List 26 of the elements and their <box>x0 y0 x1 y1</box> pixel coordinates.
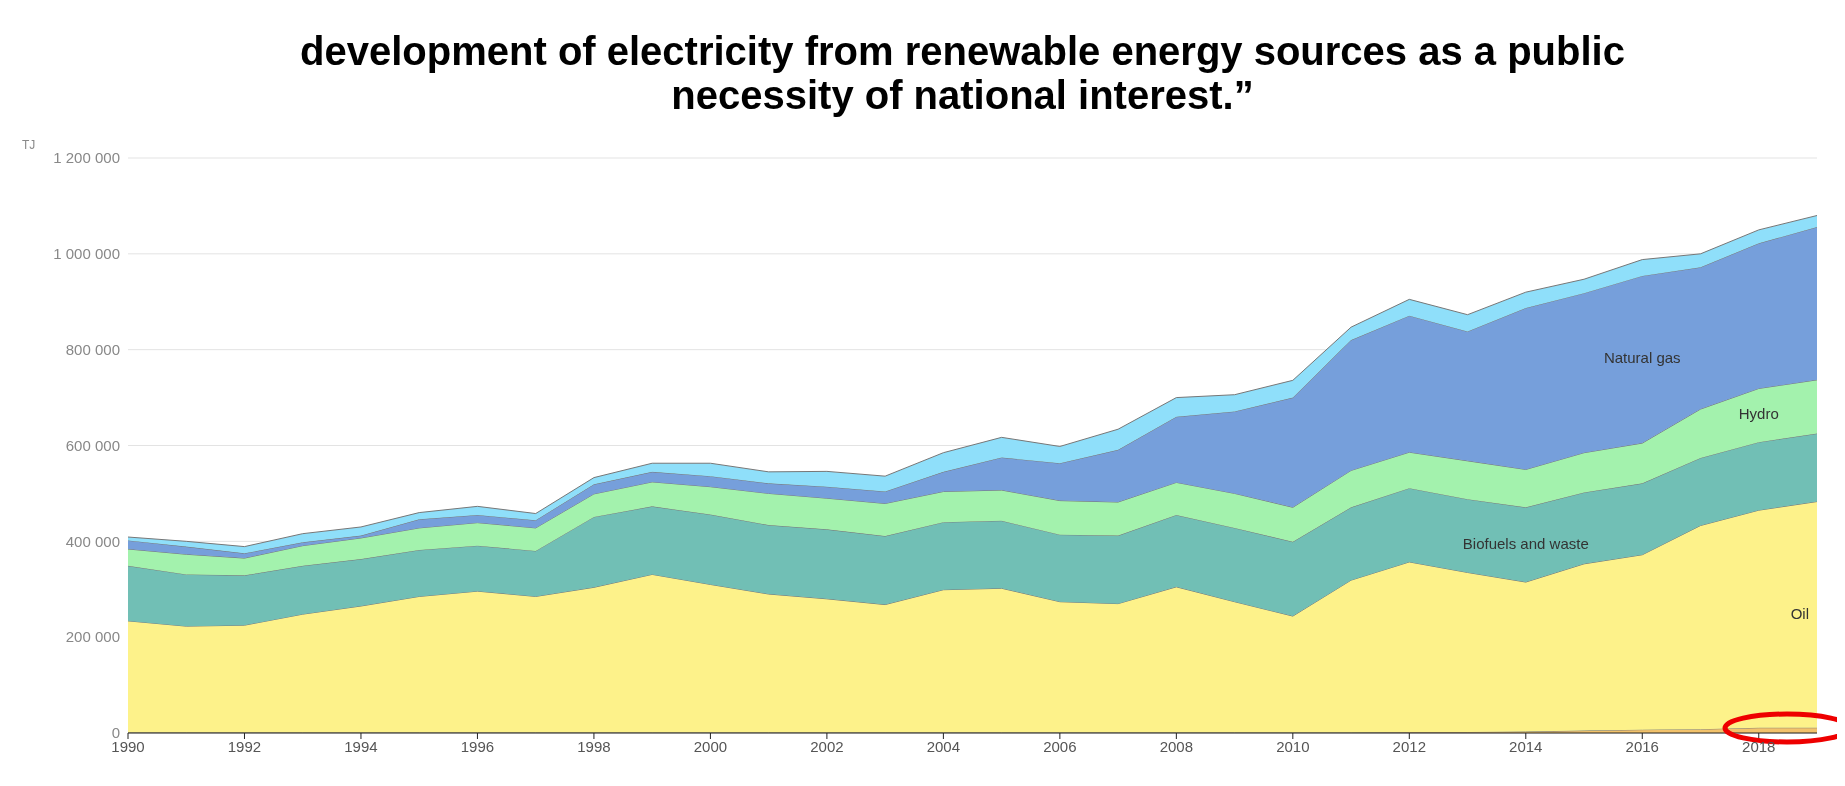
series-label: Biofuels and waste <box>1462 534 1589 552</box>
text: development of electricity from renewable energy sources as a public necessity of national interest.” <box>299 29 1626 117</box>
x-tick-label: 1994 <box>344 737 378 755</box>
y-tick-label: 400 000 <box>65 532 120 550</box>
series-label: Oil <box>1790 604 1809 622</box>
series-label: Natural gas <box>1603 349 1681 367</box>
x-tick-label: 1998 <box>577 737 611 755</box>
y-tick-label: 1 200 000 <box>53 149 120 167</box>
x-tick-label: 2006 <box>1043 737 1077 755</box>
x-tick-label: 1996 <box>460 737 495 755</box>
x-tick-label: 2010 <box>1276 737 1310 755</box>
x-tick-label: 2016 <box>1625 737 1659 755</box>
y-tick-label: 800 000 <box>65 340 120 358</box>
x-tick-label: 2018 <box>1742 737 1776 755</box>
x-tick-label: 2012 <box>1392 737 1426 755</box>
x-tick-label: 2008 <box>1159 737 1194 755</box>
y-tick-label: 1 000 000 <box>53 245 120 263</box>
x-tick-label: 2014 <box>1509 737 1543 755</box>
x-tick-label: 2002 <box>810 737 844 755</box>
x-tick-label: 1992 <box>227 737 262 755</box>
y-tick-label: 600 000 <box>65 436 120 454</box>
y-axis-title: TJ <box>22 138 36 152</box>
x-tick-label: 2004 <box>926 737 961 755</box>
y-tick-label: 200 000 <box>65 628 120 646</box>
x-tick-label: 2000 <box>693 737 728 755</box>
series-label: Hydro <box>1738 405 1779 423</box>
